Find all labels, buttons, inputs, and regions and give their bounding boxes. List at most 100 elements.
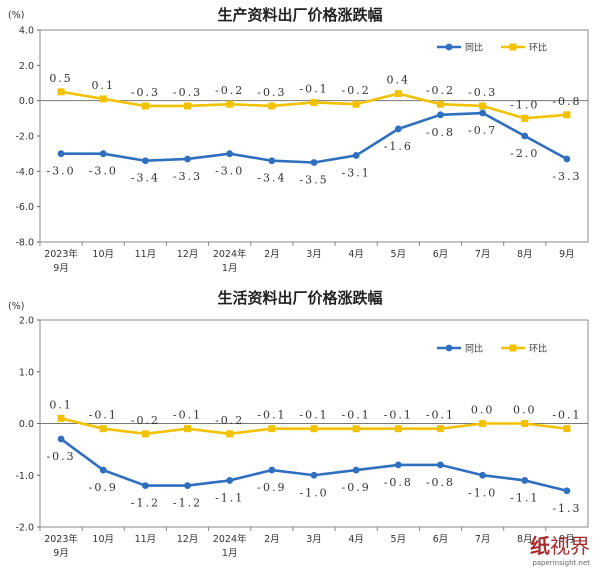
data-label-mom: -0.1 — [257, 409, 286, 422]
data-label-mom: 0.0 — [513, 404, 537, 417]
data-label-mom: -0.3 — [173, 86, 202, 99]
data-point-mom — [184, 425, 192, 433]
data-label-mom: -0.1 — [299, 82, 328, 95]
data-point-mom — [352, 100, 360, 108]
data-point-mom — [268, 102, 276, 110]
data-label-mom: -0.2 — [342, 84, 371, 97]
legend-marker — [509, 43, 517, 51]
data-label-yoy: -1.2 — [173, 497, 202, 510]
data-label-mom: -0.3 — [131, 86, 160, 99]
data-label-yoy: -1.0 — [468, 486, 497, 499]
x-tick-label: 4月 — [348, 249, 364, 260]
legend-label: 同比 — [465, 343, 483, 355]
data-point-mom — [352, 425, 360, 433]
data-label-mom: -0.2 — [131, 414, 160, 427]
data-label-mom: -1.0 — [510, 98, 539, 111]
data-point-mom — [436, 100, 444, 108]
data-label-yoy: -0.8 — [426, 126, 455, 139]
watermark-glyph: 纸 — [530, 534, 550, 558]
x-tick-label: 6月 — [433, 534, 449, 545]
x-tick-label: 9月 — [559, 534, 575, 545]
y-tick-label: -8.0 — [15, 238, 34, 249]
data-label-yoy: -1.1 — [215, 491, 244, 504]
data-label-mom: -0.1 — [552, 409, 581, 422]
data-label-mom: 0.4 — [387, 74, 411, 87]
data-label-yoy: -1.0 — [299, 486, 328, 499]
data-point-yoy — [352, 152, 360, 159]
data-label-yoy: -3.3 — [552, 170, 581, 183]
data-point-mom — [436, 425, 444, 433]
data-point-yoy — [394, 125, 402, 133]
data-point-mom — [184, 102, 192, 110]
y-tick-label: -4.0 — [15, 167, 34, 178]
data-label-yoy: -0.8 — [384, 476, 413, 489]
legend-label: 同比 — [465, 42, 483, 54]
data-label-yoy: -0.9 — [257, 481, 286, 494]
data-point-mom — [226, 100, 234, 108]
data-label-yoy: -3.0 — [46, 165, 75, 178]
data-point-mom — [268, 425, 276, 433]
y-axis-label: (%) — [8, 301, 24, 312]
data-label-yoy: -3.3 — [173, 170, 202, 183]
x-tick-label: 11月 — [135, 534, 157, 545]
data-point-mom — [521, 114, 529, 122]
watermark-logo: 纸视界 paperinsight.net — [530, 530, 590, 567]
data-point-yoy — [141, 157, 149, 165]
y-tick-label: -6.0 — [15, 202, 34, 213]
data-label-mom: 0.1 — [49, 398, 73, 411]
data-point-mom — [521, 420, 529, 427]
x-tick-label: 2023年 — [44, 533, 78, 545]
x-tick-label: 7月 — [475, 249, 491, 260]
data-point-yoy — [310, 471, 318, 479]
data-point-yoy — [184, 155, 191, 163]
data-point-mom — [394, 90, 402, 98]
data-label-mom: -0.1 — [173, 409, 202, 422]
data-point-mom — [310, 425, 318, 433]
watermark-text: 视界 — [550, 534, 590, 558]
data-point-yoy — [57, 435, 65, 443]
data-label-yoy: -3.0 — [215, 165, 244, 178]
chart-living-materials: 生活资料出厂价格涨跌幅 2.0 1.0 0.0 -1.0 -2.0 (%) 2023年 9月 1… — [0, 283, 600, 573]
data-point-yoy — [226, 477, 234, 484]
data-point-yoy — [57, 150, 65, 158]
x-tick-label: 7月 — [475, 534, 491, 545]
data-point-yoy — [99, 150, 107, 158]
data-point-mom — [394, 425, 402, 433]
legend-marker — [509, 344, 517, 352]
data-point-mom — [99, 425, 107, 433]
data-point-yoy — [563, 155, 571, 163]
x-tick-label: 8月 — [517, 534, 533, 545]
x-tick-label: 5月 — [391, 534, 407, 545]
data-point-mom — [563, 425, 571, 433]
data-point-yoy — [394, 461, 402, 469]
data-label-mom: -0.8 — [552, 95, 581, 108]
x-tick-label: 9月 — [559, 249, 575, 260]
data-point-yoy — [226, 150, 234, 158]
data-point-yoy — [352, 466, 360, 474]
x-tick-label: 11月 — [135, 249, 157, 260]
data-label-mom: -0.1 — [384, 409, 413, 422]
data-point-mom — [479, 102, 487, 110]
data-label-yoy: -3.4 — [131, 172, 160, 185]
data-point-yoy — [141, 482, 149, 489]
x-tick-label: 9月 — [53, 548, 69, 559]
x-tick-label: 2月 — [264, 534, 280, 545]
legend-label: 环比 — [529, 42, 547, 54]
series-line-yoy — [61, 111, 568, 164]
data-label-yoy: -2.0 — [510, 147, 539, 160]
x-tick-label: 12月 — [177, 534, 199, 545]
data-point-mom — [226, 430, 234, 438]
data-point-mom — [563, 111, 571, 119]
x-tick-label: 3月 — [306, 534, 322, 545]
chart-production-materials: 生产资料出厂价格涨跌幅 4.0 2.0 0.0 -2.0 -4.0 -6.0 -8.0 (%)… — [0, 0, 600, 283]
data-point-yoy — [521, 477, 529, 484]
y-tick-label: 2.0 — [19, 316, 34, 327]
data-point-yoy — [437, 111, 444, 119]
data-label-yoy: -3.0 — [89, 165, 118, 178]
data-label-yoy: -3.4 — [257, 172, 286, 185]
data-label-mom: 0.5 — [49, 72, 73, 85]
data-point-yoy — [268, 466, 276, 474]
x-tick-label: 5月 — [391, 249, 407, 260]
data-point-yoy — [479, 471, 487, 479]
data-label-mom: -0.3 — [468, 86, 497, 99]
